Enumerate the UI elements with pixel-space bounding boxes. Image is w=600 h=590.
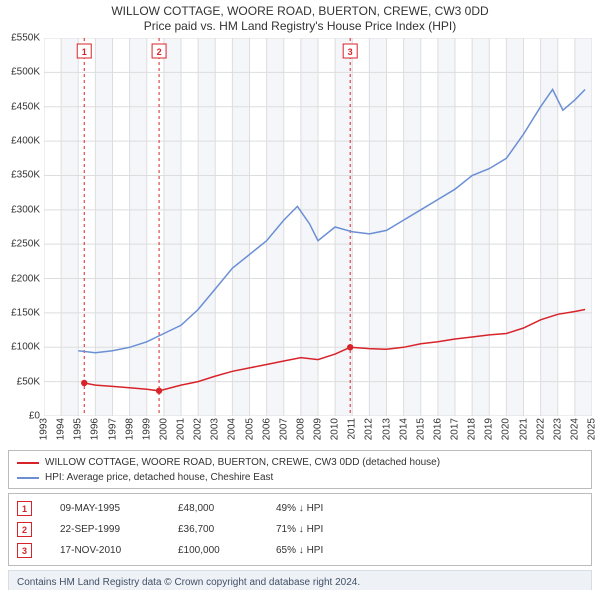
legend-swatch xyxy=(17,477,39,479)
x-tick-label: 1998 xyxy=(124,418,135,440)
x-tick-label: 2015 xyxy=(415,418,426,440)
event-number-badge: 1 xyxy=(17,501,32,516)
x-tick-label: 2016 xyxy=(432,418,443,440)
legend-label: WILLOW COTTAGE, WOORE ROAD, BUERTON, CRE… xyxy=(45,455,440,470)
x-tick-label: 2020 xyxy=(501,418,512,440)
x-tick-label: 2025 xyxy=(587,418,598,440)
x-tick-label: 2011 xyxy=(347,418,358,440)
events-box: 1 09-MAY-1995 £48,000 49% ↓ HPI 2 22-SEP-1999… xyxy=(8,493,592,566)
x-tick-label: 2000 xyxy=(158,418,169,440)
x-tick-label: 2017 xyxy=(450,418,461,440)
legend-row: HPI: Average price, detached house, Ches… xyxy=(17,470,583,485)
y-tick-label: £150K xyxy=(11,307,40,318)
y-tick-label: £400K xyxy=(11,136,40,147)
x-tick-label: 2010 xyxy=(330,418,341,440)
event-price: £100,000 xyxy=(178,545,248,556)
x-tick-label: 2006 xyxy=(261,418,272,440)
x-tick-label: 2023 xyxy=(552,418,563,440)
svg-text:3: 3 xyxy=(348,47,353,57)
x-tick-label: 2007 xyxy=(278,418,289,440)
chart-title-line1: WILLOW COTTAGE, WOORE ROAD, BUERTON, CRE… xyxy=(0,4,600,19)
y-tick-label: £250K xyxy=(11,239,40,250)
event-row: 3 17-NOV-2010 £100,000 65% ↓ HPI xyxy=(17,540,583,561)
event-row: 2 22-SEP-1999 £36,700 71% ↓ HPI xyxy=(17,519,583,540)
x-tick-label: 2012 xyxy=(364,418,375,440)
x-tick-label: 1997 xyxy=(107,418,118,440)
x-tick-label: 1995 xyxy=(73,418,84,440)
event-hpi-delta: 65% ↓ HPI xyxy=(276,545,323,556)
y-axis-labels: £0£50K£100K£150K£200K£250K£300K£350K£400… xyxy=(0,38,40,416)
x-tick-label: 1993 xyxy=(39,418,50,440)
y-tick-label: £450K xyxy=(11,101,40,112)
y-tick-label: £200K xyxy=(11,273,40,284)
event-price: £48,000 xyxy=(178,503,248,514)
x-tick-label: 2004 xyxy=(227,418,238,440)
svg-text:2: 2 xyxy=(157,47,162,57)
svg-text:1: 1 xyxy=(82,47,87,57)
x-tick-label: 2021 xyxy=(518,418,529,440)
x-tick-label: 2009 xyxy=(313,418,324,440)
chart-svg: 1 2 3 xyxy=(44,38,592,416)
footer-line1: Contains HM Land Registry data © Crown c… xyxy=(17,576,583,590)
event-date: 22-SEP-1999 xyxy=(60,524,150,535)
x-tick-label: 2001 xyxy=(176,418,187,440)
x-tick-label: 2019 xyxy=(484,418,495,440)
x-tick-label: 2003 xyxy=(210,418,221,440)
chart-area: £0£50K£100K£150K£200K£250K£300K£350K£400… xyxy=(44,38,592,416)
legend-swatch xyxy=(17,462,39,464)
event-hpi-delta: 71% ↓ HPI xyxy=(276,524,323,535)
x-axis-labels: 1993199419951996199719981999200020012002… xyxy=(44,416,592,446)
chart-title-block: WILLOW COTTAGE, WOORE ROAD, BUERTON, CRE… xyxy=(0,0,600,34)
x-tick-label: 1994 xyxy=(56,418,67,440)
x-tick-label: 2024 xyxy=(569,418,580,440)
y-tick-label: £350K xyxy=(11,170,40,181)
event-price: £36,700 xyxy=(178,524,248,535)
y-tick-label: £50K xyxy=(17,376,40,387)
x-tick-label: 2018 xyxy=(467,418,478,440)
chart-title-line2: Price paid vs. HM Land Registry's House … xyxy=(0,19,600,34)
legend-box: WILLOW COTTAGE, WOORE ROAD, BUERTON, CRE… xyxy=(8,450,592,489)
event-hpi-delta: 49% ↓ HPI xyxy=(276,503,323,514)
x-tick-label: 2013 xyxy=(381,418,392,440)
y-tick-label: £500K xyxy=(11,67,40,78)
legend-row: WILLOW COTTAGE, WOORE ROAD, BUERTON, CRE… xyxy=(17,455,583,470)
x-tick-label: 2014 xyxy=(398,418,409,440)
y-tick-label: £550K xyxy=(11,33,40,44)
x-tick-label: 2005 xyxy=(244,418,255,440)
footer-box: Contains HM Land Registry data © Crown c… xyxy=(8,570,592,590)
x-tick-label: 2008 xyxy=(295,418,306,440)
event-row: 1 09-MAY-1995 £48,000 49% ↓ HPI xyxy=(17,498,583,519)
legend-label: HPI: Average price, detached house, Ches… xyxy=(45,470,273,485)
x-tick-label: 1996 xyxy=(90,418,101,440)
event-number-badge: 3 xyxy=(17,543,32,558)
event-date: 17-NOV-2010 xyxy=(60,545,150,556)
x-tick-label: 1999 xyxy=(141,418,152,440)
x-tick-label: 2002 xyxy=(193,418,204,440)
event-number-badge: 2 xyxy=(17,522,32,537)
x-tick-label: 2022 xyxy=(535,418,546,440)
y-tick-label: £300K xyxy=(11,204,40,215)
y-tick-label: £100K xyxy=(11,342,40,353)
event-date: 09-MAY-1995 xyxy=(60,503,150,514)
